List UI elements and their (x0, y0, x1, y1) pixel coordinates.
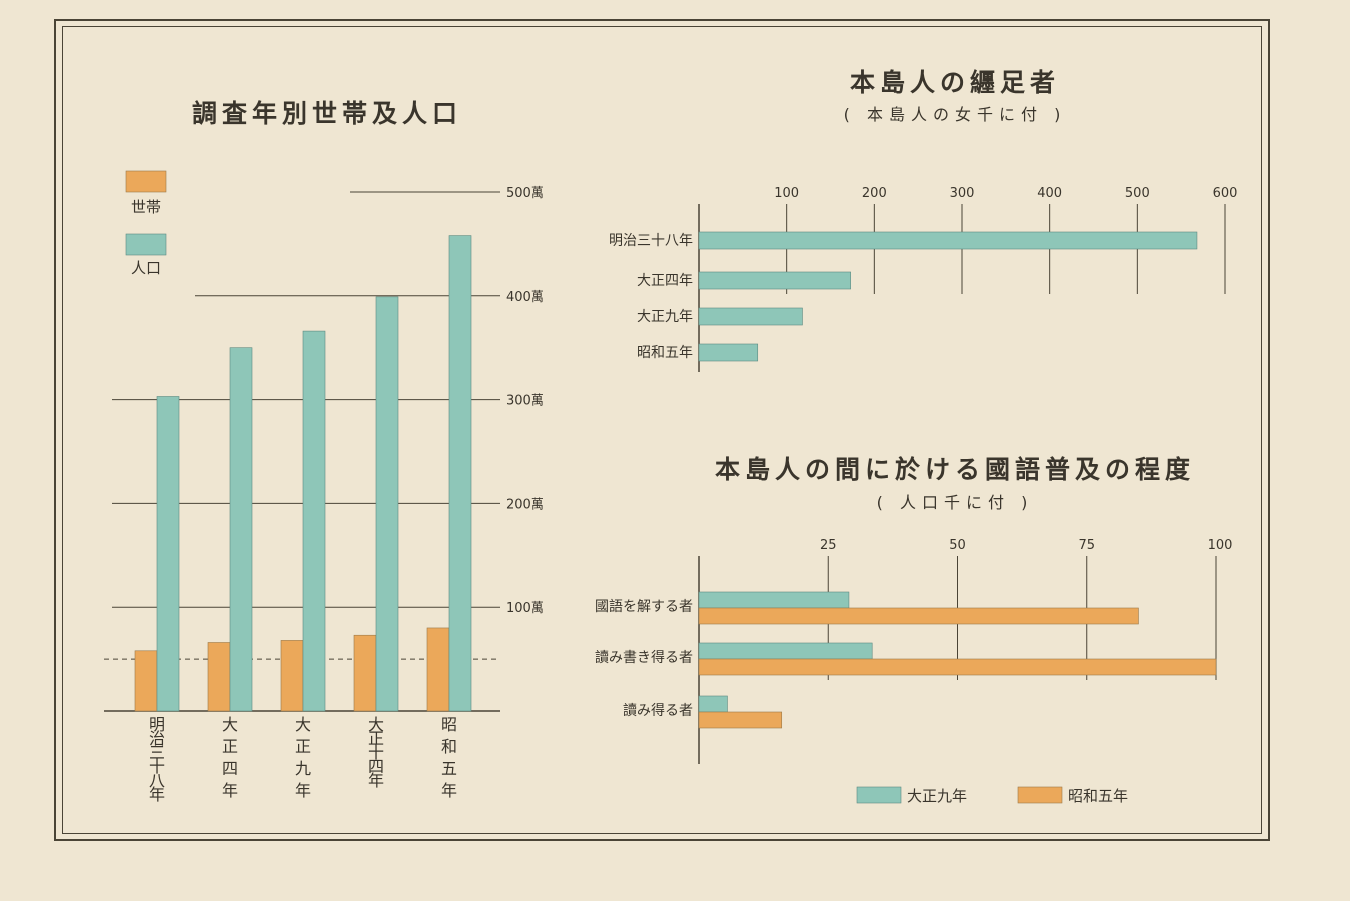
chart2-category-label: 大正四年 (637, 273, 693, 289)
chart2-bar (698, 307, 803, 326)
chart3-subtitle: ( 人口千に付 ) (877, 493, 1034, 512)
chart3-legend-swatch-taisho9 (856, 786, 902, 804)
chart2-bar (698, 271, 851, 290)
chart2-xtick-label: 300 (950, 186, 975, 201)
chart1-bar-households (280, 640, 304, 712)
chart1-title: 調査年別世帯及人口 (192, 99, 462, 128)
chart1-ytick-label: 400萬 (506, 290, 544, 305)
chart3-bar-showa5 (698, 658, 1217, 676)
chart2-title: 本島人の纒足者 (850, 68, 1060, 97)
chart3-bar-showa5 (698, 711, 783, 729)
chart1-bar-households (207, 642, 231, 712)
chart3-xtick-label: 100 (1208, 538, 1233, 553)
chart2-bar (698, 231, 1198, 250)
chart3-legend-swatch-showa5 (1017, 786, 1063, 804)
chart1-category-label: 明治三十八年 (149, 715, 165, 804)
chart2-xtick-label: 400 (1037, 186, 1062, 201)
chart2-category-label: 明治三十八年 (609, 233, 693, 249)
chart1-legend-label-population: 人口 (131, 259, 161, 277)
chart1-bar-population (302, 330, 326, 712)
chart1-ytick-label: 100萬 (506, 601, 544, 616)
chart2-xtick-label: 200 (862, 186, 887, 201)
chart1-legend-swatch-households (125, 170, 167, 193)
chart2-xtick-label: 100 (774, 186, 799, 201)
chart1-bar-population (448, 235, 472, 712)
chart3-legend-label-showa5: 昭和五年 (1068, 787, 1128, 805)
chart2-xtick-label: 500 (1125, 186, 1150, 201)
chart3-bar-taisho9 (698, 642, 873, 660)
chart1-category-label: 昭和五年 (441, 715, 457, 800)
outer-frame (54, 19, 1270, 841)
chart3-title: 本島人の間に於ける國語普及の程度 (715, 455, 1195, 484)
chart3-xtick-label: 25 (820, 538, 837, 553)
chart3-xtick-label: 75 (1078, 538, 1095, 553)
chart1-legend-label-households: 世帯 (131, 198, 161, 216)
chart3-category-label: 讀み得る者 (623, 702, 693, 719)
chart1-bar-population (229, 347, 253, 712)
chart1-ytick-label: 200萬 (506, 497, 544, 512)
chart1-bar-population (375, 296, 399, 712)
chart3-legend-label-taisho9: 大正九年 (907, 787, 967, 805)
chart3-bar-showa5 (698, 607, 1139, 625)
chart3-category-label: 讀み書き得る者 (595, 649, 693, 666)
chart2-xtick-label: 600 (1213, 186, 1238, 201)
chart2-category-label: 大正九年 (637, 309, 693, 325)
chart1-legend-swatch-population (125, 233, 167, 256)
chart1-category-label: 大正四年 (222, 715, 238, 800)
chart3-xtick-label: 50 (949, 538, 966, 553)
inner-frame (62, 26, 1262, 834)
chart3-bar-taisho9 (698, 591, 850, 609)
chart1-category-label: 大正十四年 (368, 715, 384, 790)
chart1-ytick-label: 300萬 (506, 394, 544, 409)
chart3-category-label: 國語を解する者 (595, 599, 693, 615)
chart1-ytick-label: 500萬 (506, 186, 544, 201)
chart2-bar (698, 343, 759, 362)
chart3-bar-taisho9 (698, 695, 728, 713)
chart1-bar-households (353, 634, 377, 712)
chart1-bar-households (134, 650, 158, 712)
chart2-subtitle: ( 本島人の女千に付 ) (844, 105, 1067, 124)
chart2-category-label: 昭和五年 (637, 345, 693, 361)
chart1-bar-households (426, 627, 450, 712)
chart1-category-label: 大正九年 (295, 715, 311, 800)
chart1-bar-population (156, 396, 180, 712)
